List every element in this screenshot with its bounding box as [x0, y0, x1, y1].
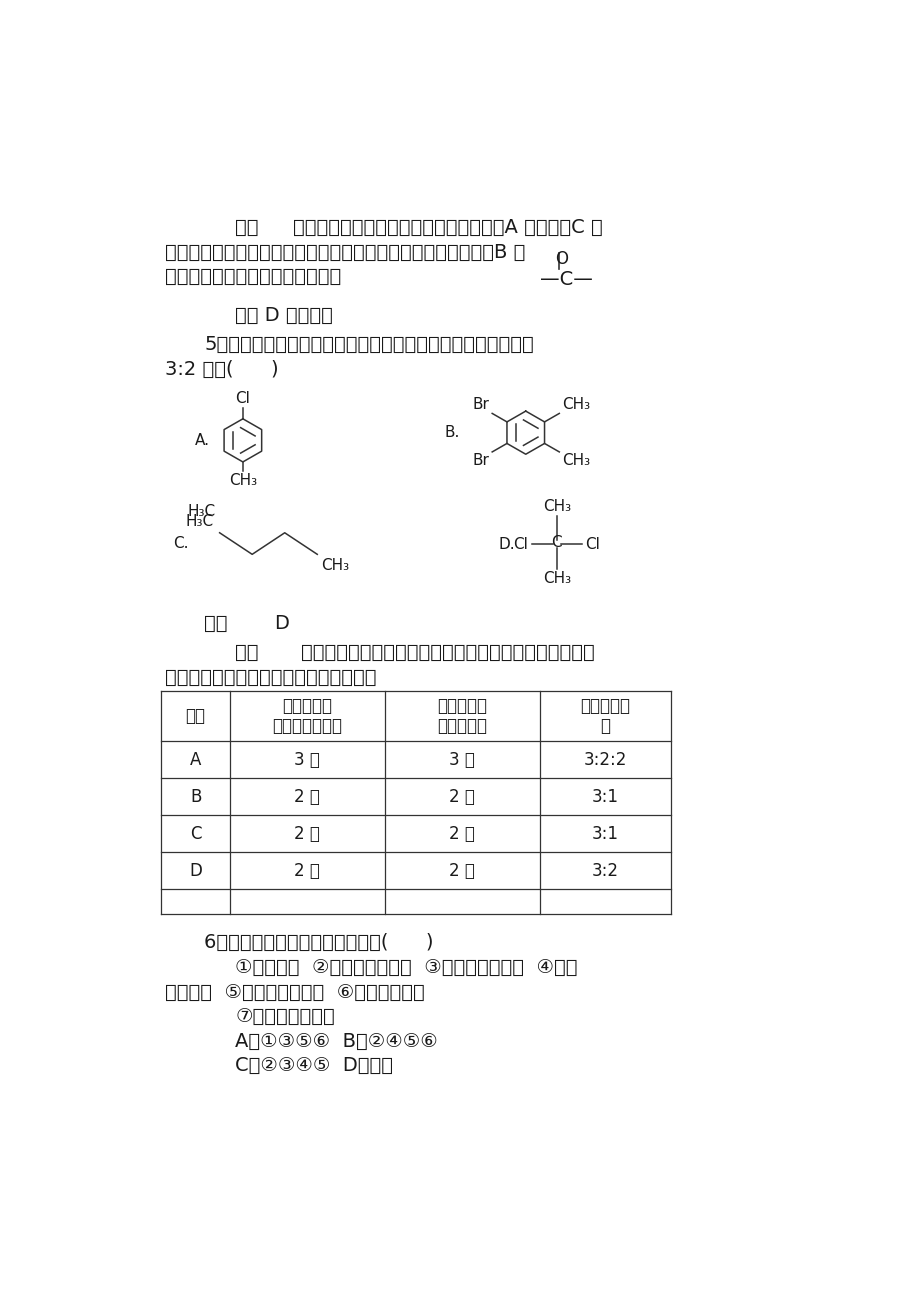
Text: 错误；高分子化合物的链节中含有: 错误；高分子化合物的链节中含有 — [165, 267, 341, 286]
Text: O: O — [554, 250, 568, 268]
Text: 振氢谱中峰个数及峰的面积之比如下表：: 振氢谱中峰个数及峰的面积之比如下表： — [165, 668, 377, 686]
Text: 3:1: 3:1 — [592, 788, 618, 806]
Text: Br: Br — [472, 397, 489, 411]
Text: 3 个: 3 个 — [448, 751, 474, 769]
Text: Cl: Cl — [513, 536, 528, 552]
Text: C: C — [189, 825, 201, 842]
Text: B.: B. — [444, 426, 460, 440]
Text: 解析: 解析 — [235, 643, 258, 661]
Text: A．①③⑤⑥  B．②④⑤⑥: A．①③⑤⑥ B．②④⑤⑥ — [235, 1031, 437, 1051]
Text: D: D — [189, 862, 202, 880]
Text: 错误；高分子化合物的聚合度不确定，高分子材料都是混合物，B 项: 错误；高分子化合物的聚合度不确定，高分子材料都是混合物，B 项 — [165, 242, 525, 262]
Text: 2 个: 2 个 — [448, 825, 474, 842]
Text: ①高分子膜  ②生物高分子材料  ③导电高分子材料  ④离子: ①高分子膜 ②生物高分子材料 ③导电高分子材料 ④离子 — [235, 958, 577, 976]
Text: C: C — [550, 535, 562, 549]
Text: 不同化学环
境的氢原子种数: 不同化学环 境的氢原子种数 — [272, 697, 342, 736]
Text: 2 种: 2 种 — [294, 825, 320, 842]
Text: 选项: 选项 — [186, 707, 205, 725]
Text: C.: C. — [173, 536, 188, 551]
Text: 核磁共振氢
谱中峰个数: 核磁共振氢 谱中峰个数 — [437, 697, 487, 736]
Text: 峰的面积之
比: 峰的面积之 比 — [580, 697, 630, 736]
Text: CH₃: CH₃ — [321, 559, 349, 573]
Text: 2 种: 2 种 — [294, 788, 320, 806]
Text: C．②③④⑤  D．全部: C．②③④⑤ D．全部 — [235, 1056, 392, 1075]
Text: CH₃: CH₃ — [229, 473, 256, 488]
Text: 2 个: 2 个 — [448, 788, 474, 806]
Text: A: A — [189, 751, 201, 769]
Text: ，故 D 项错误。: ，故 D 项错误。 — [235, 306, 333, 324]
Text: 2 种: 2 种 — [294, 862, 320, 880]
Text: 由高分子化合物链节可知它是缩聚产物，A 项正确，C 项: 由高分子化合物链节可知它是缩聚产物，A 项正确，C 项 — [293, 217, 602, 237]
Text: D: D — [274, 613, 289, 633]
Text: ⑦液晶高分子材料: ⑦液晶高分子材料 — [235, 1006, 335, 1026]
Text: Cl: Cl — [584, 536, 600, 552]
Text: 3:1: 3:1 — [592, 825, 618, 842]
Text: H₃C: H₃C — [187, 504, 216, 518]
Text: 各选项有机物分子中不同化学环境的氢原子种数、核磁共: 各选项有机物分子中不同化学环境的氢原子种数、核磁共 — [301, 643, 594, 661]
Text: CH₃: CH₃ — [542, 499, 570, 513]
Text: 3:2:2: 3:2:2 — [584, 751, 627, 769]
Text: 3:2 的是(      ): 3:2 的是( ) — [165, 359, 278, 379]
Text: Cl: Cl — [235, 392, 250, 406]
Text: D.: D. — [498, 536, 515, 552]
Text: —C—: —C— — [539, 271, 592, 289]
Text: 5．下列化合物中，核磁共振氢谱只出现两组峰且峰面积之比为: 5．下列化合物中，核磁共振氢谱只出现两组峰且峰面积之比为 — [204, 335, 533, 354]
Text: CH₃: CH₃ — [542, 572, 570, 586]
Text: A.: A. — [195, 432, 210, 448]
Text: H₃C: H₃C — [185, 514, 213, 529]
Text: Br: Br — [472, 453, 489, 469]
Text: CH₃: CH₃ — [561, 453, 589, 469]
Text: CH₃: CH₃ — [561, 397, 589, 411]
Text: 3:2: 3:2 — [592, 862, 618, 880]
Text: 交换树脂  ⑤医用高分子材料  ⑥高吸水性树脂: 交换树脂 ⑤医用高分子材料 ⑥高吸水性树脂 — [165, 983, 425, 1001]
Text: 3 种: 3 种 — [294, 751, 320, 769]
Text: 2 个: 2 个 — [448, 862, 474, 880]
Text: 解析: 解析 — [235, 217, 258, 237]
Text: 6．下列属于功能高分子材料的是(      ): 6．下列属于功能高分子材料的是( ) — [204, 934, 433, 952]
Text: B: B — [189, 788, 201, 806]
Text: 答案: 答案 — [204, 613, 227, 633]
